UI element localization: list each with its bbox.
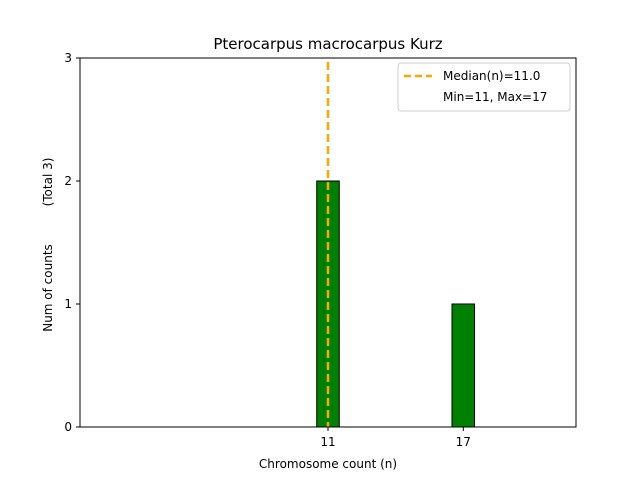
x-tick-label-11: 11 [320,435,335,449]
bar-17 [451,303,476,428]
legend-median-label: Median(n)=11.0 [443,69,540,83]
x-tick-label-17: 17 [456,435,471,449]
legend: Median(n)=11.0 Min=11, Max=17 [397,62,571,112]
plot-area [79,57,577,428]
chart-title: Pterocarpus macrocarpus Kurz [213,35,442,53]
y-tick-label-3: 3 [64,51,72,65]
legend-box [397,62,571,112]
x-axis-ticks: 11 17 [320,427,471,449]
y-axis-label: Num of counts [41,244,55,332]
y-tick-label-2: 2 [64,174,72,188]
legend-min-max-label: Min=11, Max=17 [443,90,547,104]
x-axis-label: Chromosome count (n) [259,457,397,471]
y-tick-label-0: 0 [64,420,72,434]
y-axis-total-label: (Total 3) [41,158,55,207]
y-tick-label-1: 1 [64,297,72,311]
y-axis-ticks: 0 1 2 3 [64,51,80,434]
